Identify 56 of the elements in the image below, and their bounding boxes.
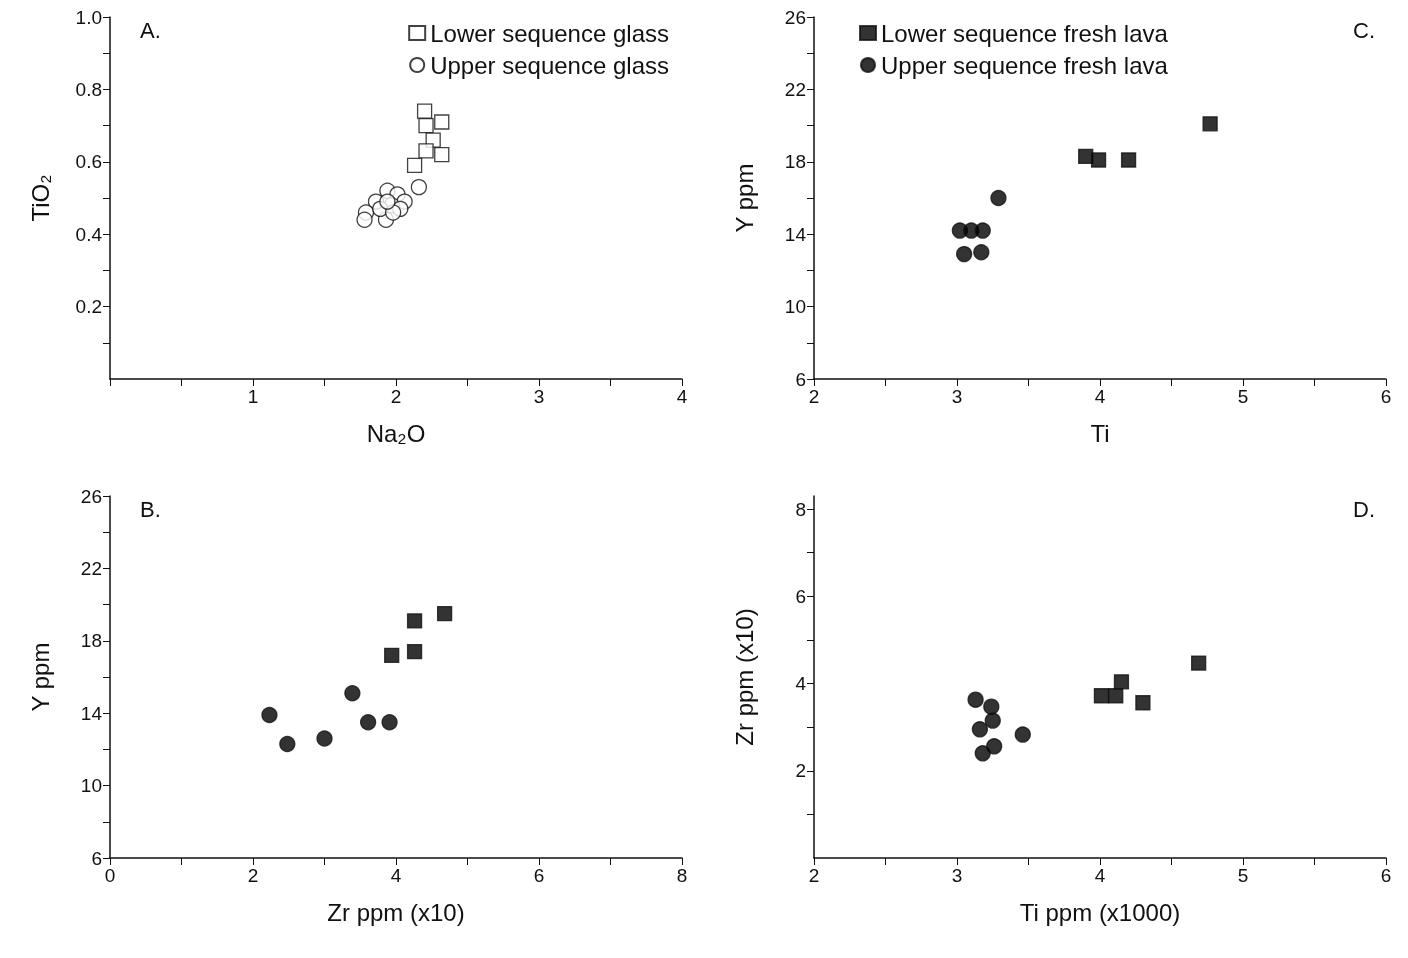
- y-tick-label: 8: [795, 498, 806, 520]
- y-axis-title: TiO₂: [26, 174, 54, 222]
- x-tick-label: 8: [676, 865, 688, 886]
- x-tick-label: 2: [247, 865, 259, 886]
- y-tick-label: 18: [80, 630, 102, 652]
- y-tick-label: 26: [80, 485, 102, 507]
- y-tick-label: 6: [795, 368, 806, 390]
- x-axis-title: Na₂O: [366, 419, 426, 447]
- y-tick-label: 10: [784, 296, 806, 318]
- y-axis-title: Y ppm: [26, 642, 54, 712]
- y-tick-label: 22: [80, 557, 102, 579]
- x-axis-title: Ti: [1090, 419, 1110, 447]
- x-tick-label: 5: [1237, 386, 1249, 407]
- x-tick-label: 6: [533, 865, 545, 886]
- x-tick-label: 4: [1094, 865, 1106, 886]
- legend-label: Lower sequence glass: [430, 19, 670, 47]
- y-tick-label: 26: [784, 6, 806, 28]
- y-axis-title: Zr ppm (x10): [730, 608, 758, 746]
- y-tick-label: 6: [795, 585, 806, 607]
- y-tick-label: 4: [795, 673, 807, 695]
- x-tick-label: 6: [1380, 865, 1392, 886]
- y-tick-label: 18: [784, 151, 806, 173]
- x-tick-label: 6: [1380, 386, 1392, 407]
- y-axis-title: Y ppm: [730, 163, 758, 233]
- x-tick-label: 4: [676, 386, 688, 407]
- y-tick-label: 14: [784, 223, 807, 245]
- y-tick-label: 2: [795, 760, 806, 782]
- x-tick-label: 2: [808, 386, 820, 407]
- x-tick-label: 4: [390, 865, 402, 886]
- y-tick-label: 1.0: [75, 6, 102, 28]
- legend-label: Upper sequence fresh lava: [881, 51, 1169, 79]
- x-tick-label: 4: [1094, 386, 1106, 407]
- y-tick-label: 0.6: [75, 151, 102, 173]
- y-tick-label: 6: [91, 847, 102, 869]
- legend-label: Lower sequence fresh lava: [881, 19, 1169, 47]
- x-tick-label: 2: [808, 865, 820, 886]
- x-axis-title: Zr ppm (x10): [327, 898, 465, 926]
- legend-label: Upper sequence glass: [430, 51, 670, 79]
- x-tick-label: 3: [951, 865, 963, 886]
- y-tick-label: 0.8: [75, 78, 102, 100]
- y-tick-label: 14: [80, 702, 103, 724]
- x-axis-title: Ti ppm (x1000): [1019, 898, 1181, 926]
- chart-title: C.: [1353, 17, 1375, 43]
- y-tick-label: 0.2: [75, 296, 102, 318]
- x-tick-label: 3: [951, 386, 963, 407]
- y-tick-label: 0.4: [75, 223, 103, 245]
- y-tick-label: 22: [784, 78, 806, 100]
- y-tick-label: 10: [80, 775, 102, 797]
- x-tick-label: 5: [1237, 865, 1249, 886]
- x-tick-label: 2: [390, 386, 402, 407]
- chart-title: B.: [140, 496, 161, 522]
- chart-title: D.: [1353, 496, 1375, 522]
- x-tick-label: 3: [533, 386, 545, 407]
- chart-title: A.: [140, 17, 161, 43]
- x-tick-label: 0: [104, 865, 116, 886]
- x-tick-label: 1: [247, 386, 259, 407]
